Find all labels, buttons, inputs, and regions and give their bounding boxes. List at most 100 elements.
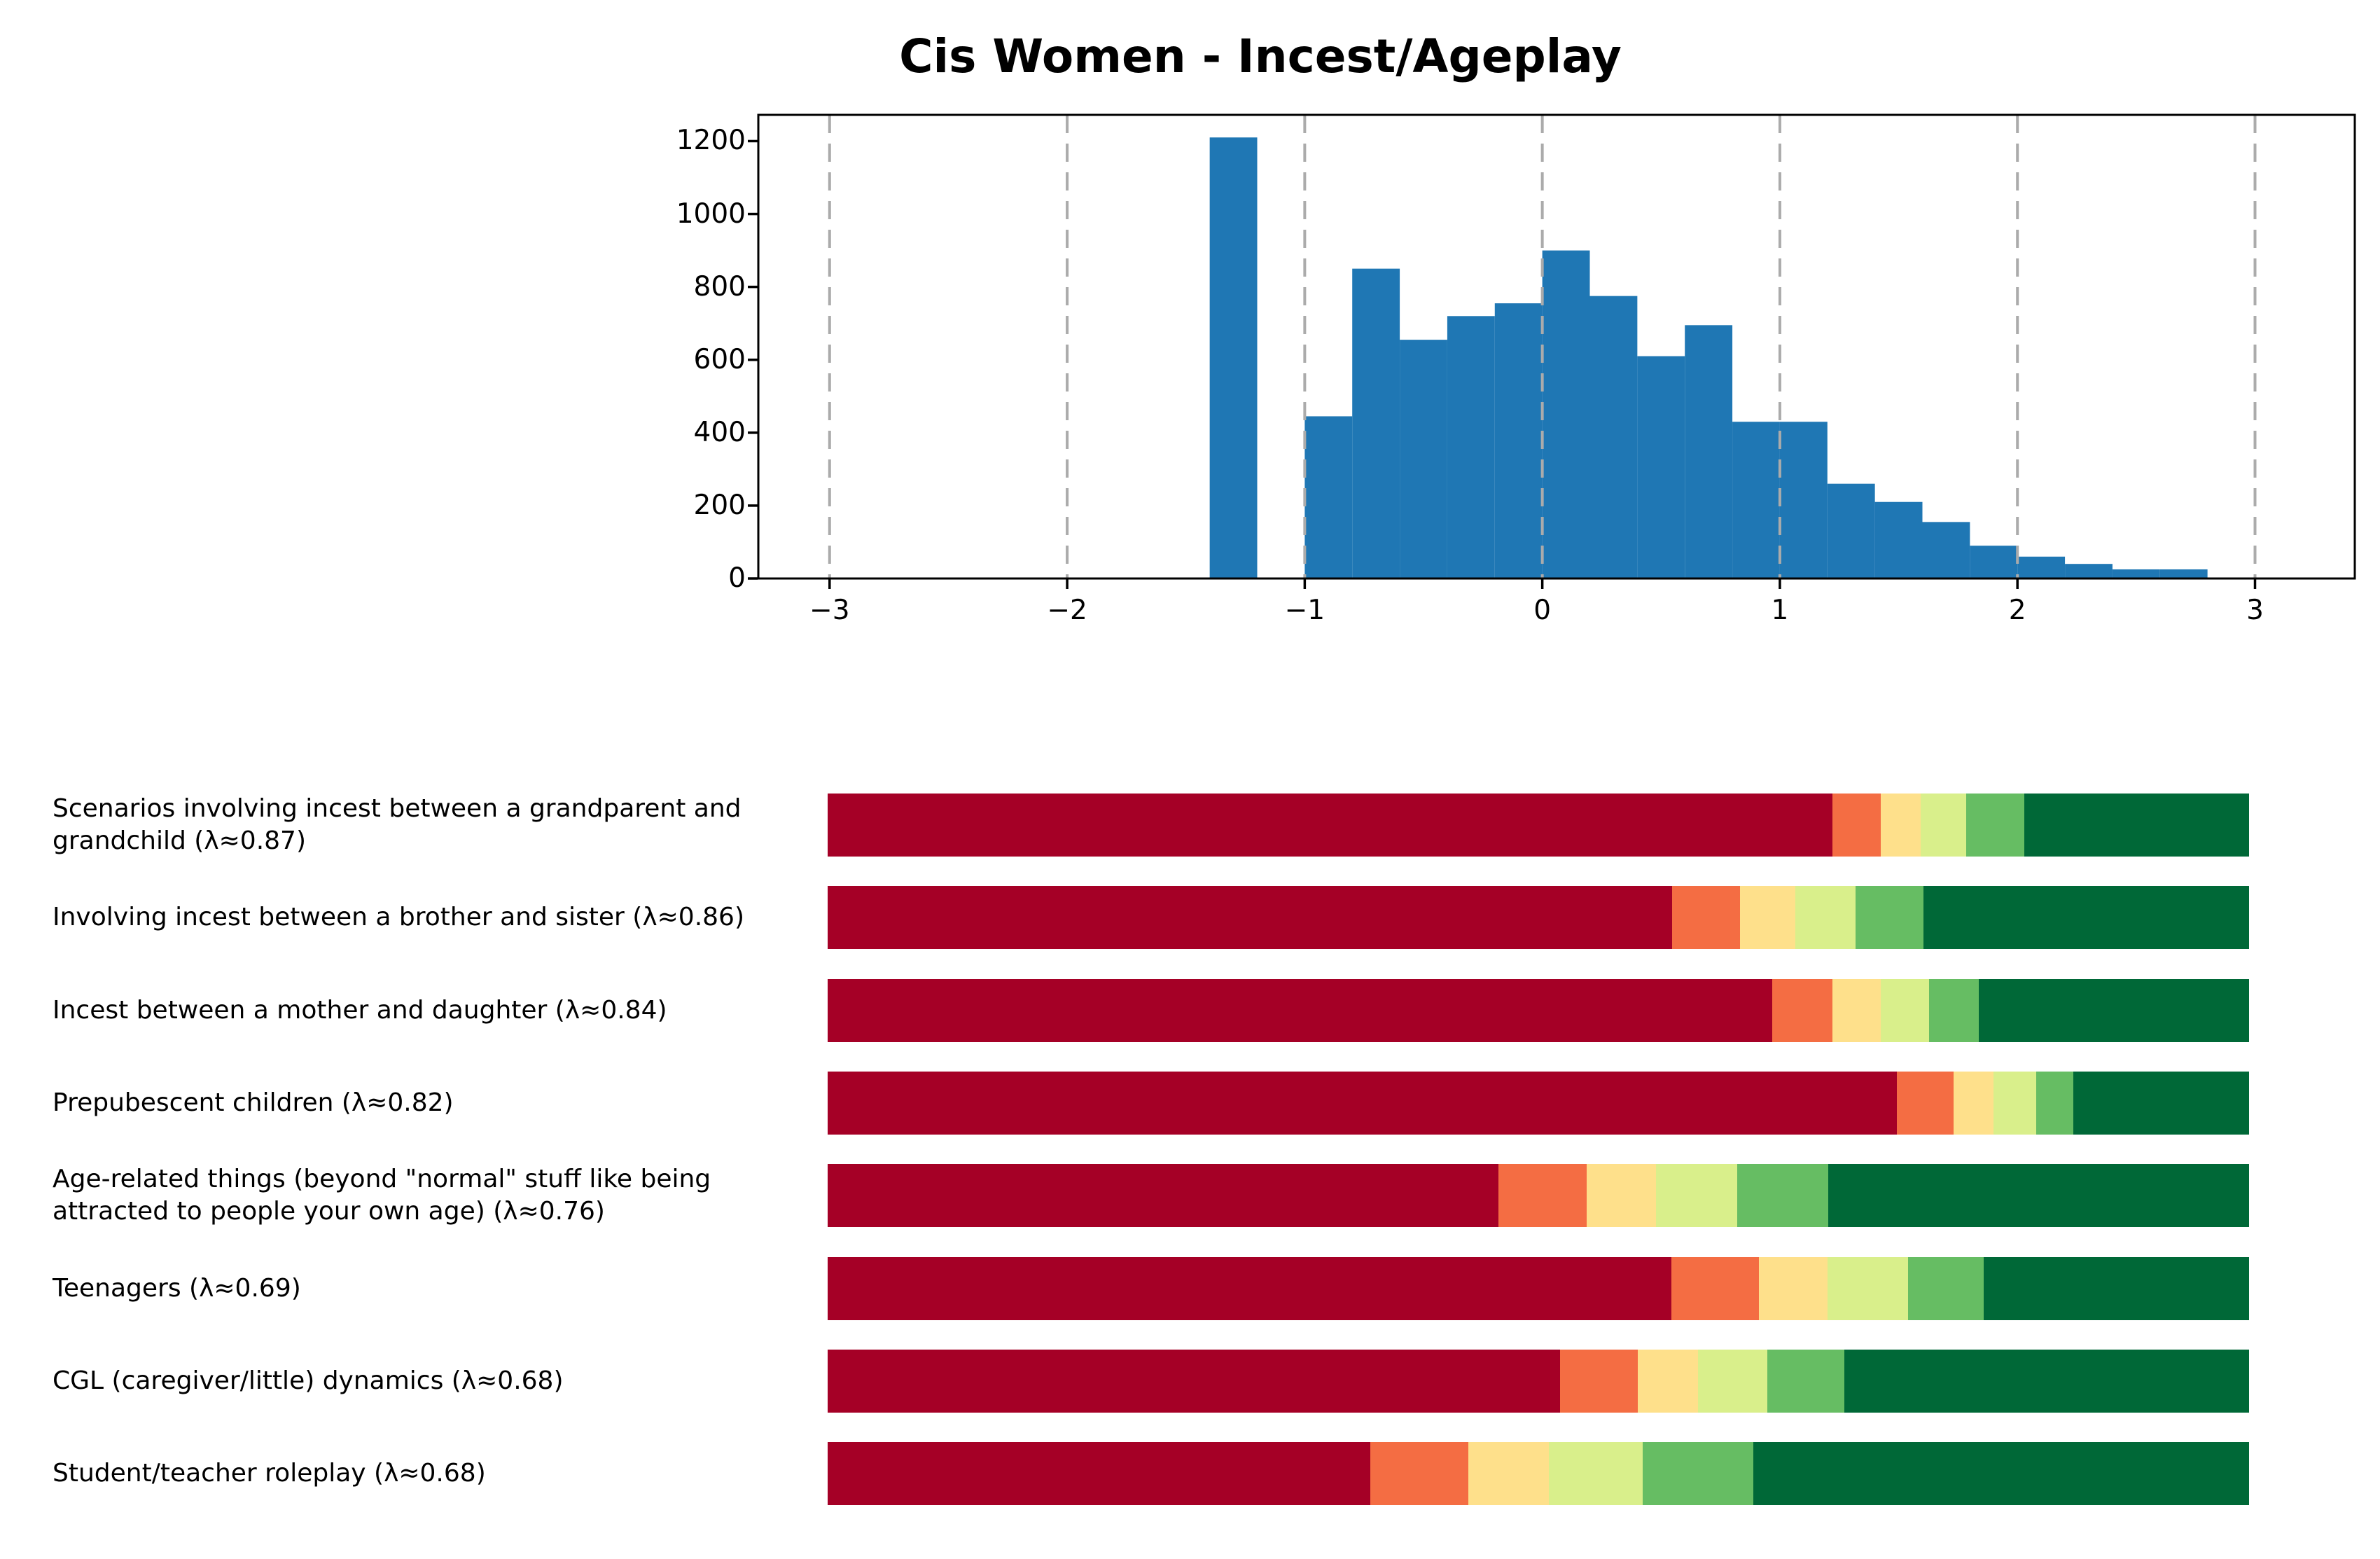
histogram-bar [2017,556,2066,578]
x-tick-label: −2 [1047,595,1087,626]
segment-dark-red [828,886,1672,950]
segment-yellow-green [1921,794,1966,857]
likert-row-bar [828,1071,2249,1135]
x-tick-label: 0 [1533,595,1552,626]
likert-row-label: Incest between a mother and daughter (λ≈… [53,995,667,1025]
histogram-bar [1970,546,2018,578]
segment-orange [1370,1442,1468,1506]
segment-orange [1498,1164,1587,1228]
segment-green [1855,886,1924,950]
segment-yellow-green [1656,1164,1738,1228]
histogram-bar [1779,422,1828,578]
histogram-bar [1542,250,1590,578]
segment-yellow [1881,794,1921,857]
segment-yellow [1759,1256,1828,1320]
segment-green [1643,1442,1754,1506]
segment-dark-red [828,1256,1671,1320]
segment-yellow [1954,1071,1993,1135]
segment-dark-red [828,1442,1370,1506]
x-tick-label: −3 [809,595,850,626]
segment-dark-green [1978,978,2249,1042]
x-tick-label: 2 [2008,595,2026,626]
histogram-bar [1827,483,1875,578]
likert-row-bar [828,886,2249,950]
histogram-bar [1732,422,1780,578]
segment-dark-red [828,1349,1560,1413]
segment-yellow-green [1827,1256,1909,1320]
histogram-bar [1637,356,1685,578]
y-tick-label: 0 [728,562,746,594]
histogram-bar [1400,340,1447,578]
histogram-bar [1494,303,1543,578]
segment-dark-green [1828,1164,2249,1228]
segment-orange [1832,794,1881,857]
segment-green [1737,1164,1829,1228]
segment-dark-red [828,794,1833,857]
x-tick-label: 1 [1771,595,1789,626]
segment-dark-green [1983,1256,2249,1320]
segment-yellow [1468,1442,1550,1506]
histogram-bar [1685,325,1733,578]
segment-yellow [1832,978,1881,1042]
likert-row-bar [828,1164,2249,1228]
histogram-plot [748,113,2356,589]
segment-green [1767,1349,1845,1413]
segment-yellow [1587,1164,1657,1228]
segment-dark-red [828,978,1773,1042]
segment-yellow [1740,886,1796,950]
y-tick-label: 400 [693,416,746,448]
likert-row-label: Student/teacher roleplay (λ≈0.68) [53,1459,486,1488]
axes-spines [757,113,2356,580]
segment-dark-green [1923,886,2249,950]
segment-dark-red [828,1164,1499,1228]
segment-dark-green [1844,1349,2249,1413]
segment-orange [1671,1256,1760,1320]
histogram-bar [1874,501,1923,578]
histogram-title: Cis Women - Incest/Ageplay [899,29,1622,83]
segment-dark-green [1753,1442,2249,1506]
histogram-bar [1304,416,1353,578]
segment-yellow [1638,1349,1698,1413]
likert-row-label: Involving incest between a brother and s… [53,903,744,932]
y-tick-label: 1000 [676,198,746,230]
segment-orange [1559,1349,1638,1413]
segment-orange [1772,978,1832,1042]
likert-row-label: CGL (caregiver/little) dynamics (λ≈0.68) [53,1366,564,1395]
histogram-bar [1352,268,1400,578]
segment-yellow-green [1549,1442,1643,1506]
histogram-bar [1447,316,1495,578]
likert-row-bar [828,1442,2249,1506]
segment-yellow-green [1880,978,1929,1042]
segment-orange [1897,1071,1954,1135]
segment-yellow-green [1795,886,1856,950]
histogram-bar [1922,522,1970,578]
x-tick-label: −1 [1284,595,1325,626]
likert-row-label: Prepubescent children (λ≈0.82) [53,1088,454,1117]
histogram-bar [2065,564,2113,578]
likert-row-bar [828,1349,2249,1413]
y-tick-label: 1200 [676,125,746,157]
likert-row-label: Scenarios involving incest between a gra… [53,794,742,855]
x-tick-label: 3 [2246,595,2264,626]
histogram-bar [2159,569,2208,578]
segment-green [1908,1256,1984,1320]
segment-green [1928,978,1979,1042]
likert-row-bar [828,978,2249,1042]
segment-yellow-green [1697,1349,1768,1413]
segment-green [1966,794,2025,857]
histogram-bar [1209,137,1258,579]
segment-yellow-green [1993,1071,2036,1135]
y-tick-label: 800 [693,270,746,303]
likert-row-label: Age-related things (beyond "normal" stuf… [53,1165,711,1226]
likert-row-bar [828,1256,2249,1320]
segment-dark-green [2073,1071,2249,1135]
segment-dark-red [828,1071,1898,1135]
likert-row-bar [828,794,2249,857]
y-tick-label: 600 [693,343,746,375]
segment-green [2035,1071,2073,1135]
segment-dark-green [2024,794,2249,857]
y-tick-label: 200 [693,489,746,521]
histogram-bar [2112,569,2160,578]
segment-orange [1671,886,1741,950]
